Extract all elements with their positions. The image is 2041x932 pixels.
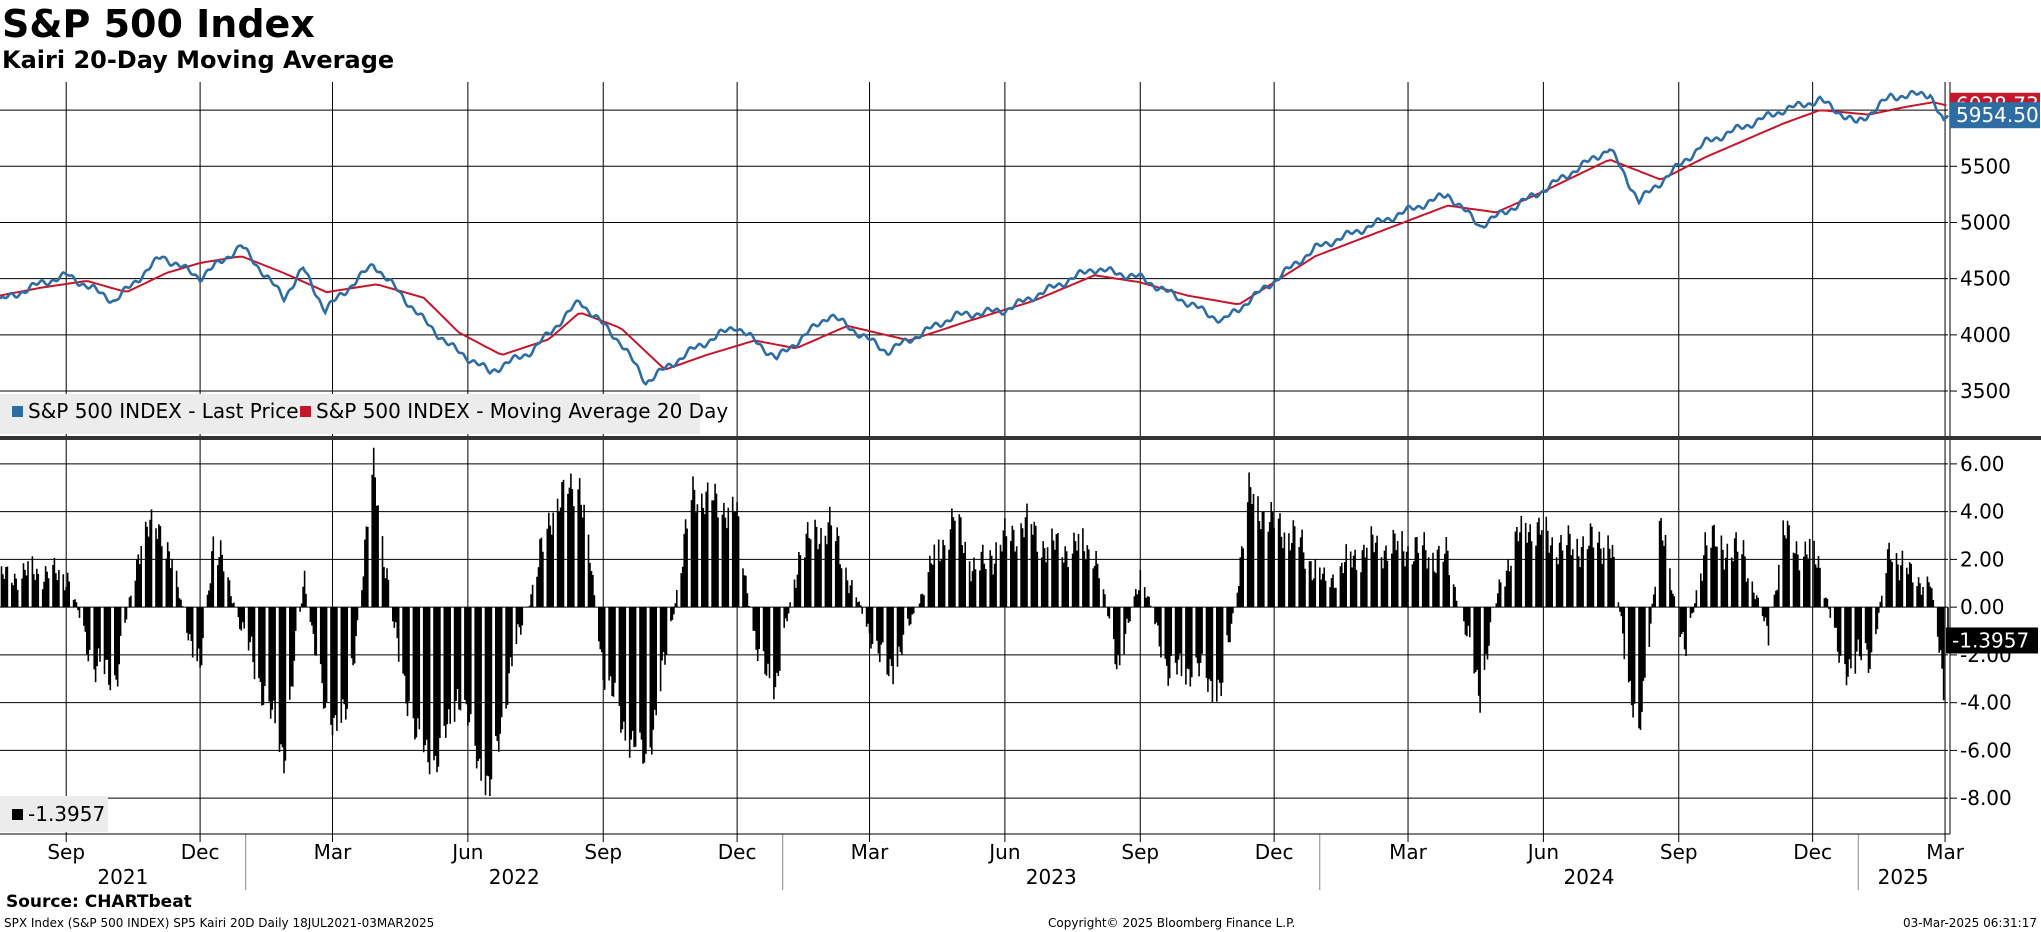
x-month-label: Dec (1255, 840, 1294, 864)
legend-label-kairi: -1.3957 (28, 802, 105, 826)
kairi-bars (0, 447, 1949, 796)
legend-label-price: S&P 500 INDEX - Last Price (28, 399, 299, 423)
legends: S&P 500 INDEX - Last Price S&P 500 INDEX … (0, 394, 728, 832)
x-month-label: Mar (851, 840, 890, 864)
last-price-tag-text: 5954.50 (1956, 103, 2039, 127)
x-month-label: Mar (314, 840, 353, 864)
x-month-label: Sep (47, 840, 85, 864)
kairi-value-tag (1946, 627, 2038, 654)
x-month-label: Jun (450, 840, 483, 864)
bottom-y-tick-label: -6.00 (1960, 738, 2012, 762)
legend-swatch-ma (300, 406, 311, 417)
source-note: Source: CHARTbeat (6, 892, 192, 912)
last-price-tag (1950, 102, 2040, 129)
footer-copyright: Copyright© 2025 Bloomberg Finance L.P. (1048, 916, 1296, 930)
x-year-label: 2025 (1878, 865, 1929, 889)
legend-swatch-price (12, 406, 23, 417)
bottom-y-tick-label: -8.00 (1960, 786, 2012, 810)
bottom-y-tick-label: 0.00 (1960, 595, 2005, 619)
top-y-tick-label: 4500 (1960, 267, 2011, 291)
top-y-tick-label: 4000 (1960, 323, 2011, 347)
top-y-tick-label: 5000 (1960, 210, 2011, 234)
bottom-y-tick-label: -4.00 (1960, 691, 2012, 715)
top-y-tick-label: 3500 (1960, 379, 2011, 403)
x-month-label: Mar (1926, 840, 1965, 864)
x-month-label: Sep (1121, 840, 1159, 864)
x-month-label: Dec (181, 840, 220, 864)
moving-average-line (0, 101, 1947, 371)
x-year-label: 2022 (489, 865, 540, 889)
bottom-y-tick-label: 6.00 (1960, 452, 2005, 476)
x-year-label: 2023 (1026, 865, 1077, 889)
last-price-line (0, 89, 1950, 386)
gridlines (0, 82, 1948, 834)
x-month-label: Mar (1389, 840, 1428, 864)
footer-timestamp: 03-Mar-2025 06:31:17 (1902, 916, 2037, 930)
panel-divider (0, 436, 2041, 440)
bottom-y-tick-label: 4.00 (1960, 500, 2005, 524)
x-month-label: Sep (584, 840, 622, 864)
kairi-value-tag-text: -1.3957 (1952, 628, 2029, 652)
footer-description: SPX Index (S&P 500 INDEX) SP5 Kairi 20D … (4, 916, 435, 930)
legend-label-ma: S&P 500 INDEX - Moving Average 20 Day (316, 399, 728, 423)
x-year-label: 2021 (97, 865, 148, 889)
price-lines (0, 89, 1950, 386)
axes (0, 82, 2041, 890)
chart-title: S&P 500 Index (2, 2, 315, 46)
kairi-bar-series (0, 447, 1949, 796)
x-month-label: Sep (1660, 840, 1698, 864)
legend-swatch-kairi (12, 809, 23, 820)
top-legend-box (0, 394, 700, 434)
x-month-label: Jun (987, 840, 1020, 864)
x-year-label: 2024 (1564, 865, 1615, 889)
x-month-label: Dec (1793, 840, 1832, 864)
x-month-label: Jun (1526, 840, 1559, 864)
top-y-tick-label: 5500 (1960, 154, 2011, 178)
chart-subtitle: Kairi 20-Day Moving Average (2, 46, 395, 74)
bottom-y-tick-label: 2.00 (1960, 547, 2005, 571)
x-month-label: Dec (718, 840, 757, 864)
axis-labels: Sep Dec Mar Jun Sep Dec Mar Jun Sep Dec Mar Jun Sep D… (47, 92, 2040, 889)
